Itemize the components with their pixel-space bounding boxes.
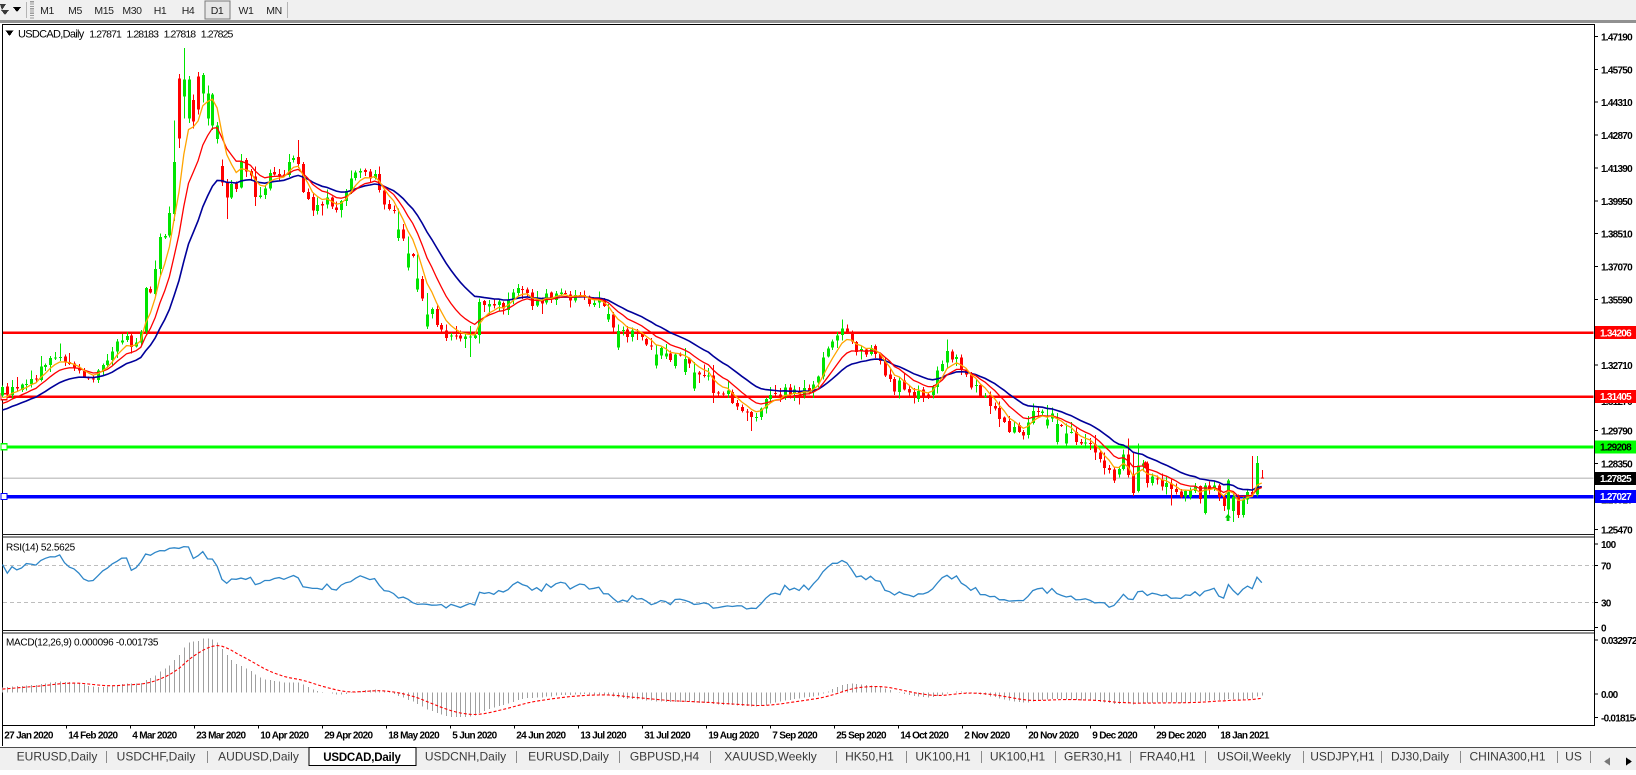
svg-text:US: US — [1565, 750, 1582, 764]
svg-text:4 Mar 2020: 4 Mar 2020 — [132, 730, 177, 741]
svg-text:H1: H1 — [154, 5, 167, 17]
svg-text:USDCNH,Daily: USDCNH,Daily — [425, 750, 506, 764]
svg-text:UK100,H1: UK100,H1 — [990, 750, 1046, 764]
svg-text:1.29208: 1.29208 — [1600, 442, 1632, 453]
svg-text:1.25470: 1.25470 — [1601, 525, 1633, 536]
svg-text:0.032972: 0.032972 — [1601, 636, 1636, 647]
svg-text:MACD(12,26,9) 0.000096 -0.0017: MACD(12,26,9) 0.000096 -0.001735 — [6, 638, 159, 649]
svg-text:D1: D1 — [211, 5, 224, 17]
svg-text:W1: W1 — [239, 5, 255, 17]
svg-text:MN: MN — [266, 5, 282, 17]
svg-text:1.28183: 1.28183 — [126, 28, 159, 40]
svg-text:1.27027: 1.27027 — [1600, 492, 1632, 503]
svg-text:2 Nov 2020: 2 Nov 2020 — [964, 730, 1010, 741]
svg-text:0: 0 — [1601, 624, 1607, 635]
svg-text:1.28350: 1.28350 — [1601, 460, 1633, 471]
svg-text:M30: M30 — [122, 5, 142, 17]
svg-text:-0.018154: -0.018154 — [1601, 714, 1636, 725]
svg-text:DJ30,Daily: DJ30,Daily — [1391, 750, 1449, 764]
svg-text:GER30,H1: GER30,H1 — [1064, 750, 1122, 764]
svg-text:14 Oct 2020: 14 Oct 2020 — [900, 730, 949, 741]
svg-text:M15: M15 — [94, 5, 114, 17]
svg-text:18 Jan 2021: 18 Jan 2021 — [1220, 730, 1270, 741]
svg-text:USOil,Weekly: USOil,Weekly — [1217, 750, 1291, 764]
svg-text:M5: M5 — [68, 5, 82, 17]
svg-text:100: 100 — [1601, 540, 1617, 551]
svg-text:14 Feb 2020: 14 Feb 2020 — [68, 730, 118, 741]
svg-text:10 Apr 2020: 10 Apr 2020 — [260, 730, 309, 741]
svg-text:13 Jul 2020: 13 Jul 2020 — [580, 730, 627, 741]
svg-text:1.39950: 1.39950 — [1601, 197, 1633, 208]
svg-text:RSI(14) 52.5625: RSI(14) 52.5625 — [6, 543, 76, 554]
svg-text:1.38510: 1.38510 — [1601, 230, 1633, 241]
svg-text:1.45750: 1.45750 — [1601, 65, 1633, 76]
svg-text:XAUUSD,Weekly: XAUUSD,Weekly — [724, 750, 816, 764]
svg-text:1.44310: 1.44310 — [1601, 98, 1633, 109]
svg-text:18 May 2020: 18 May 2020 — [388, 730, 440, 741]
svg-text:UK100,H1: UK100,H1 — [915, 750, 971, 764]
svg-text:20 Nov 2020: 20 Nov 2020 — [1028, 730, 1079, 741]
svg-text:1.27825: 1.27825 — [201, 28, 234, 40]
svg-text:USDCAD,Daily: USDCAD,Daily — [18, 29, 85, 41]
svg-text:FRA40,H1: FRA40,H1 — [1139, 750, 1195, 764]
svg-text:1.29790: 1.29790 — [1601, 427, 1633, 438]
svg-text:1.42870: 1.42870 — [1601, 131, 1633, 142]
svg-text:0.00: 0.00 — [1601, 690, 1619, 701]
svg-text:USDCAD,Daily: USDCAD,Daily — [323, 752, 401, 764]
svg-text:29 Apr 2020: 29 Apr 2020 — [324, 730, 373, 741]
svg-text:1.34206: 1.34206 — [1600, 328, 1632, 339]
svg-text:1.47190: 1.47190 — [1601, 33, 1633, 44]
svg-text:USDJPY,H1: USDJPY,H1 — [1310, 750, 1375, 764]
svg-text:1.27818: 1.27818 — [164, 28, 197, 40]
svg-text:H4: H4 — [182, 5, 195, 17]
svg-text:24 Jun 2020: 24 Jun 2020 — [516, 730, 566, 741]
svg-text:1.37070: 1.37070 — [1601, 263, 1633, 274]
svg-text:30: 30 — [1601, 599, 1612, 610]
svg-text:1.31405: 1.31405 — [1600, 392, 1632, 403]
svg-text:1.27825: 1.27825 — [1600, 474, 1632, 485]
svg-text:25 Sep 2020: 25 Sep 2020 — [836, 730, 887, 741]
svg-text:31 Jul 2020: 31 Jul 2020 — [644, 730, 691, 741]
svg-text:1.27871: 1.27871 — [89, 28, 122, 40]
svg-text:1.41390: 1.41390 — [1601, 164, 1633, 175]
svg-text:CHINA300,H1: CHINA300,H1 — [1469, 750, 1545, 764]
svg-text:23 Mar 2020: 23 Mar 2020 — [196, 730, 246, 741]
svg-text:5 Jun 2020: 5 Jun 2020 — [452, 730, 497, 741]
svg-text:7 Sep 2020: 7 Sep 2020 — [772, 730, 818, 741]
svg-text:EURUSD,Daily: EURUSD,Daily — [528, 750, 609, 764]
svg-text:M1: M1 — [40, 5, 54, 17]
svg-text:19 Aug 2020: 19 Aug 2020 — [708, 730, 759, 741]
svg-text:AUDUSD,Daily: AUDUSD,Daily — [218, 750, 299, 764]
svg-text:1.35590: 1.35590 — [1601, 295, 1633, 306]
svg-text:HK50,H1: HK50,H1 — [845, 750, 894, 764]
svg-text:70: 70 — [1601, 562, 1612, 573]
svg-text:1.32710: 1.32710 — [1601, 361, 1633, 372]
svg-text:GBPUSD,H4: GBPUSD,H4 — [630, 750, 700, 764]
svg-text:EURUSD,Daily: EURUSD,Daily — [17, 750, 98, 764]
svg-text:USDCHF,Daily: USDCHF,Daily — [117, 750, 196, 764]
svg-text:27 Jan 2020: 27 Jan 2020 — [4, 730, 54, 741]
svg-text:29 Dec 2020: 29 Dec 2020 — [1156, 730, 1207, 741]
svg-text:9 Dec 2020: 9 Dec 2020 — [1092, 730, 1138, 741]
